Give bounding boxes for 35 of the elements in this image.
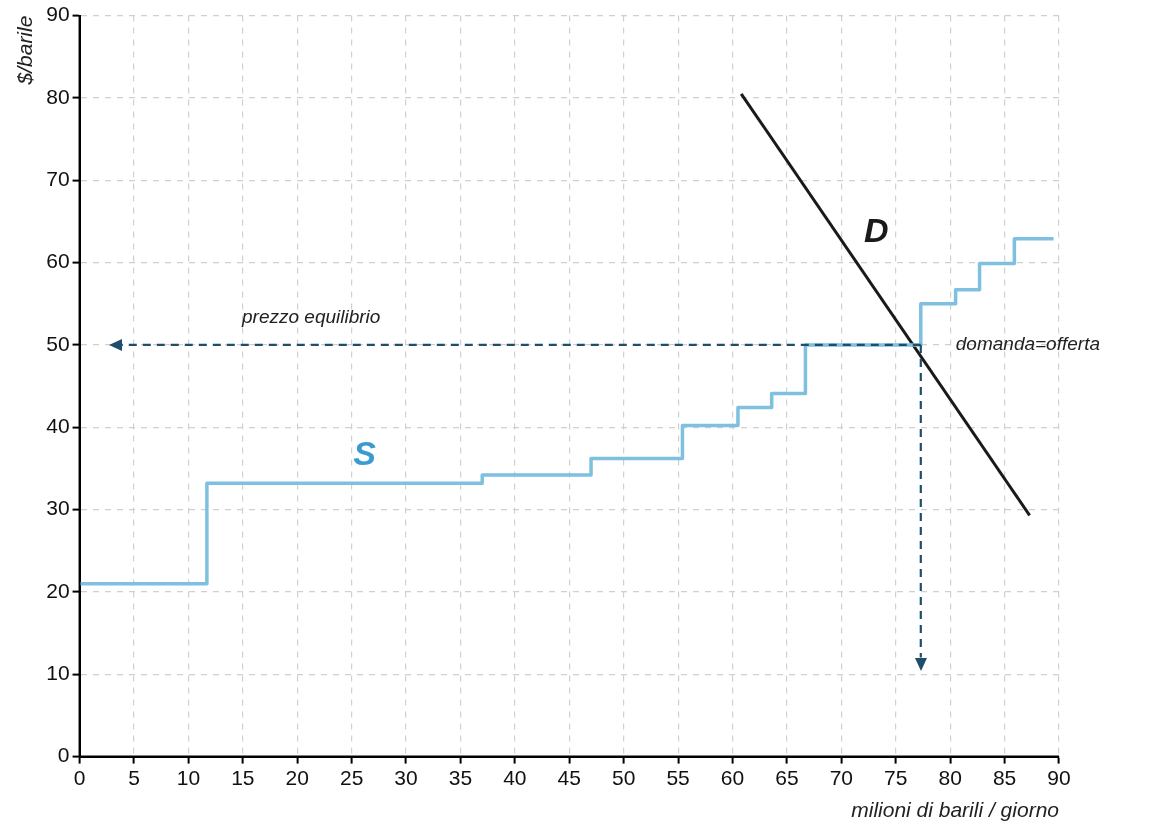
x-tick-label: 85 bbox=[992, 766, 1017, 789]
x-tick-label: 50 bbox=[612, 766, 636, 789]
y-tick-label: 10 bbox=[46, 661, 70, 685]
y-tick-label: 70 bbox=[46, 167, 70, 191]
y-tick-label: 50 bbox=[46, 331, 70, 355]
x-tick-label: 75 bbox=[884, 766, 908, 789]
y-tick-label: 60 bbox=[46, 249, 70, 273]
y-tick-label: 20 bbox=[46, 578, 70, 602]
y-tick-label: 90 bbox=[46, 2, 70, 26]
x-tick-label: 15 bbox=[231, 766, 255, 789]
y-tick-label: 0 bbox=[57, 743, 70, 767]
ref-line-label: prezzo equilibrio bbox=[240, 306, 381, 328]
x-tick-label: 0 bbox=[73, 766, 86, 789]
series-label: D bbox=[864, 211, 889, 250]
x-tick-label: 65 bbox=[775, 766, 799, 789]
x-tick-label: 25 bbox=[339, 766, 364, 789]
x-tick-label: 90 bbox=[1047, 766, 1071, 789]
annotation: domanda=offerta bbox=[955, 333, 1100, 355]
x-tick-label: 40 bbox=[503, 766, 527, 789]
x-tick-label: 30 bbox=[394, 766, 418, 789]
y-axis-title: $/barile bbox=[13, 15, 37, 86]
x-tick-label: 70 bbox=[829, 766, 854, 789]
x-tick-label: 35 bbox=[448, 766, 473, 789]
x-tick-label: 10 bbox=[176, 766, 201, 789]
x-tick-label: 5 bbox=[128, 766, 140, 789]
x-tick-label: 20 bbox=[285, 766, 309, 789]
x-tick-label: 80 bbox=[938, 766, 962, 789]
y-tick-label: 80 bbox=[46, 84, 70, 108]
series-label: S bbox=[353, 433, 377, 472]
x-tick-label: 45 bbox=[557, 766, 581, 789]
x-tick-label: 55 bbox=[666, 766, 690, 789]
y-tick-label: 40 bbox=[46, 414, 70, 438]
x-axis-title: milioni di barili / giorno bbox=[851, 798, 1060, 822]
y-tick-label: 30 bbox=[46, 496, 70, 520]
x-tick-label: 60 bbox=[720, 766, 745, 789]
